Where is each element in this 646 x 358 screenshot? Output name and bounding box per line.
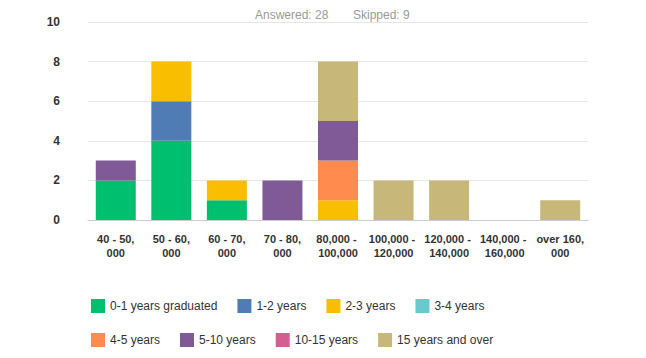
svg-text:000: 000 (551, 247, 569, 259)
svg-text:1-2 years: 1-2 years (256, 299, 306, 313)
svg-text:160,000: 160,000 (485, 247, 525, 259)
svg-text:100,000: 100,000 (318, 247, 358, 259)
svg-text:120,000 -: 120,000 - (424, 233, 474, 245)
svg-text:000: 000 (273, 247, 291, 259)
svg-text:Answered: 28: Answered: 28 (255, 8, 329, 22)
svg-text:Skipped: 9: Skipped: 9 (353, 8, 410, 22)
svg-text:0: 0 (53, 213, 60, 227)
svg-text:2-3 years: 2-3 years (345, 299, 395, 313)
svg-text:4: 4 (53, 134, 60, 148)
svg-text:000: 000 (162, 247, 180, 259)
svg-text:000: 000 (107, 247, 125, 259)
svg-text:60 - 70,: 60 - 70, (208, 233, 245, 245)
svg-text:120,000: 120,000 (374, 247, 414, 259)
svg-text:0-1 years graduated: 0-1 years graduated (110, 299, 217, 313)
svg-text:over 160,: over 160, (536, 233, 584, 245)
svg-text:2: 2 (53, 173, 60, 187)
svg-text:10: 10 (47, 15, 61, 29)
svg-text:70 - 80,: 70 - 80, (264, 233, 301, 245)
svg-text:5-10 years: 5-10 years (199, 333, 256, 347)
svg-text:000: 000 (218, 247, 236, 259)
svg-text:100,000 -: 100,000 - (369, 233, 419, 245)
svg-text:140,000: 140,000 (429, 247, 469, 259)
svg-text:80,000 -: 80,000 - (316, 233, 359, 245)
svg-text:140,000 -: 140,000 - (480, 233, 530, 245)
svg-text:40 - 50,: 40 - 50, (97, 233, 134, 245)
svg-text:4-5 years: 4-5 years (110, 333, 160, 347)
svg-text:6: 6 (53, 94, 60, 108)
svg-text:50 - 60,: 50 - 60, (153, 233, 190, 245)
svg-text:8: 8 (53, 55, 60, 69)
svg-text:10-15 years: 10-15 years (295, 333, 358, 347)
svg-text:15 years and over: 15 years and over (397, 333, 493, 347)
svg-text:3-4 years: 3-4 years (434, 299, 484, 313)
